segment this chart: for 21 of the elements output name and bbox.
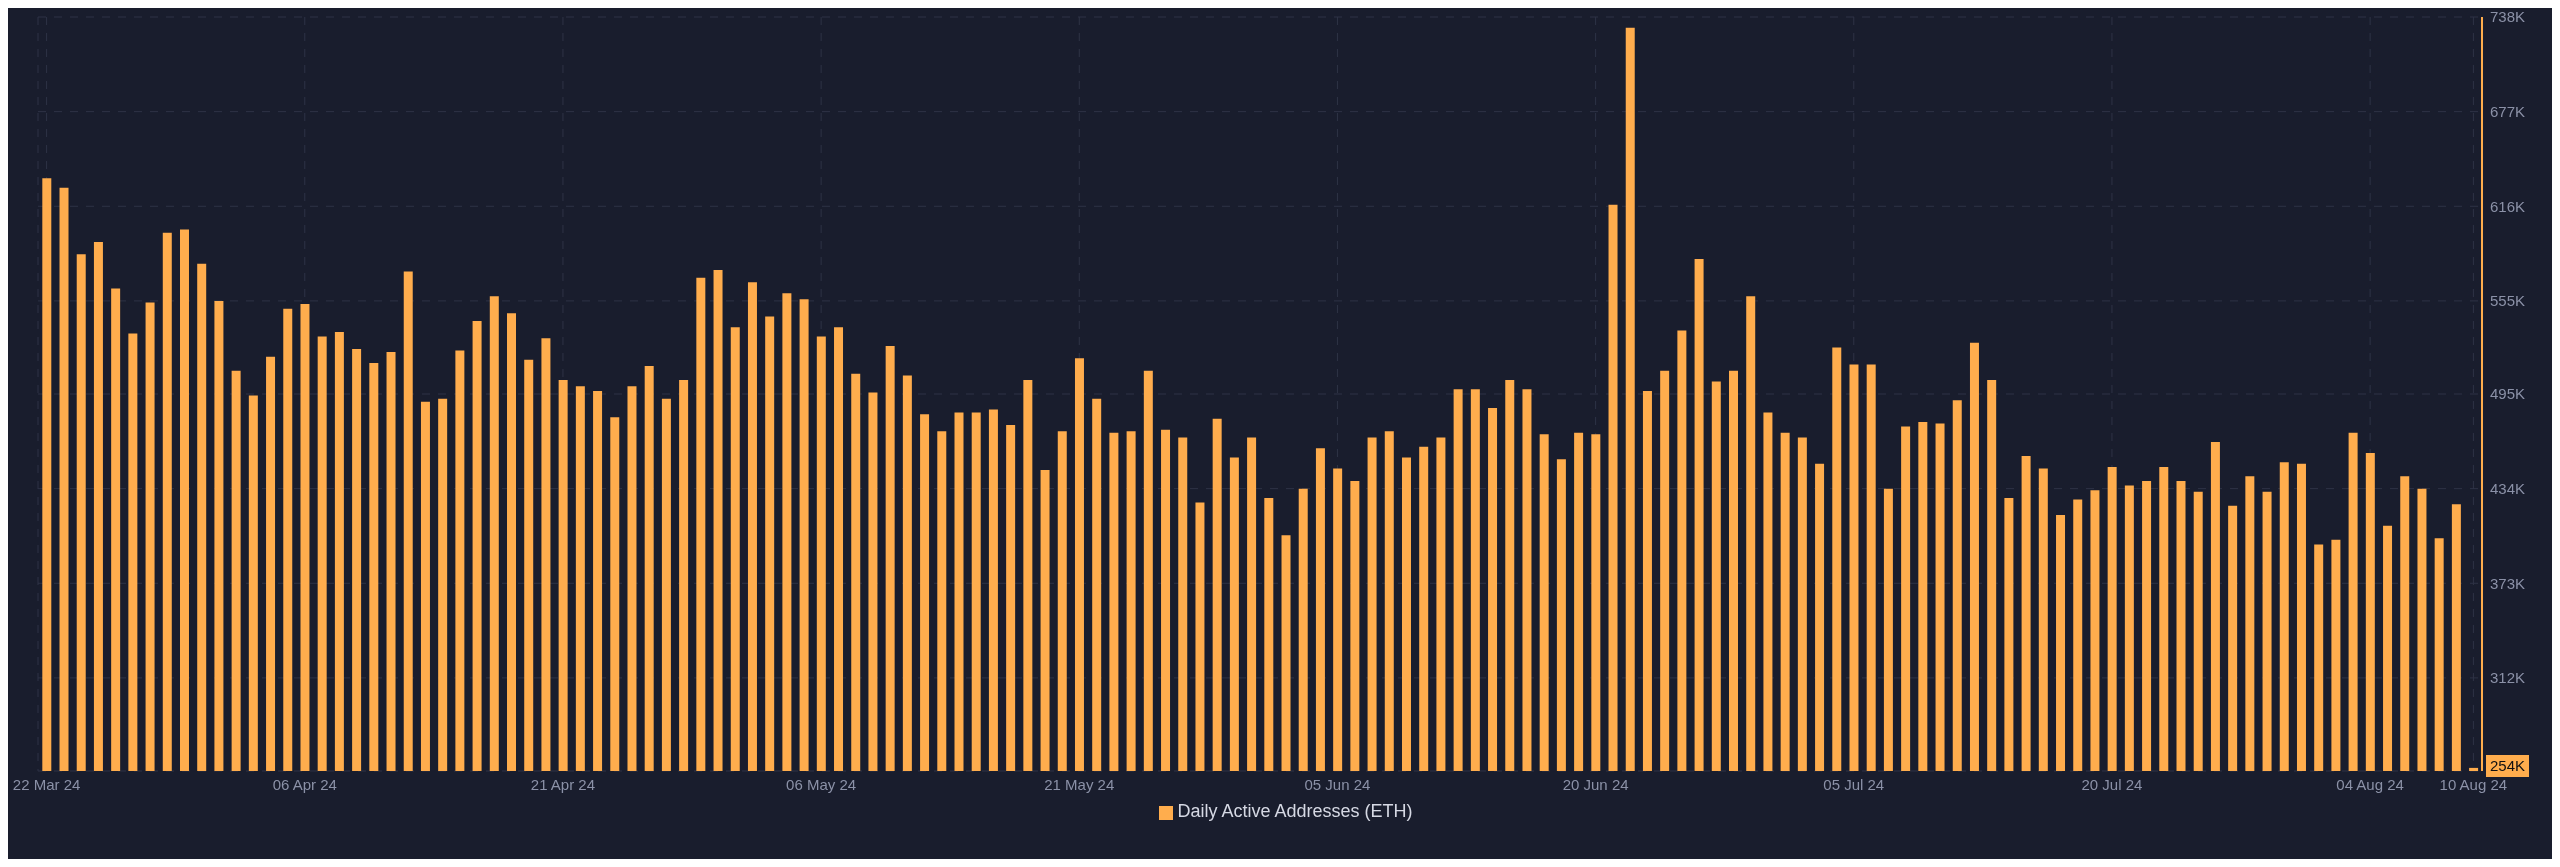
y-tick-label: 616K	[2490, 197, 2526, 215]
y-tick-label: 738K	[2490, 8, 2526, 26]
x-tick-label: 20 Jun 24	[1562, 775, 1629, 793]
y-tick-label: 677K	[2490, 102, 2526, 120]
text: 254K	[2486, 755, 2530, 777]
x-tick-label: 05 Jul 24	[1823, 775, 1885, 793]
legend-label: Daily Active Addresses (ETH)	[1177, 801, 1413, 821]
x-tick-label: 04 Aug 24	[2336, 775, 2404, 793]
x-tick-label: 06 May 24	[786, 775, 857, 793]
y-tick-label: 312K	[2490, 669, 2526, 687]
y-tick-label: 495K	[2490, 385, 2526, 403]
x-tick-label: 20 Jul 24	[2081, 775, 2143, 793]
x-tick-label: 21 Apr 24	[530, 775, 596, 793]
x-tick-label: 22 Mar 24	[12, 775, 81, 793]
y-tick-label: 373K	[2490, 574, 2526, 592]
x-tick-label: 06 Apr 24	[272, 775, 337, 793]
x-tick-label: 10 Aug 24	[2439, 775, 2508, 793]
x-tick-label: 21 May 24	[1044, 775, 1115, 793]
x-tick-label: 05 Jun 24	[1304, 775, 1371, 793]
y-tick-label: 555K	[2490, 292, 2526, 310]
y-tick-label: 434K	[2490, 479, 2526, 497]
